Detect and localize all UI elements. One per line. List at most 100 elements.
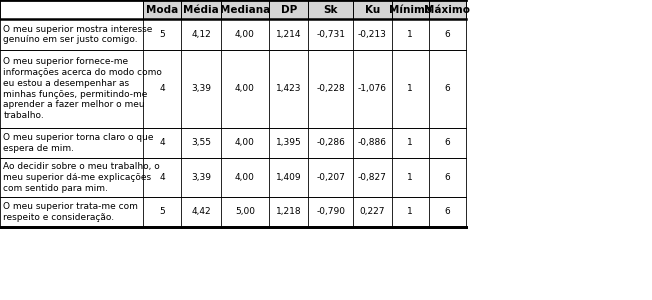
Bar bbox=[220, 158, 269, 197]
Bar bbox=[269, 128, 308, 158]
Bar bbox=[308, 0, 353, 20]
Text: 1,395: 1,395 bbox=[276, 138, 302, 147]
Text: -1,076: -1,076 bbox=[358, 84, 387, 93]
Text: -0,286: -0,286 bbox=[316, 138, 345, 147]
Text: 1: 1 bbox=[408, 173, 413, 182]
Bar bbox=[428, 128, 466, 158]
Text: 5: 5 bbox=[160, 207, 165, 216]
Text: 3,39: 3,39 bbox=[191, 173, 211, 182]
Text: DP: DP bbox=[281, 5, 297, 15]
Text: 4: 4 bbox=[160, 84, 165, 93]
Bar bbox=[392, 158, 428, 197]
Text: 4,00: 4,00 bbox=[235, 138, 255, 147]
Bar bbox=[392, 50, 428, 128]
Bar bbox=[392, 197, 428, 227]
Text: -0,731: -0,731 bbox=[316, 30, 345, 39]
Bar bbox=[353, 128, 392, 158]
Text: 4: 4 bbox=[160, 173, 165, 182]
Text: 4,12: 4,12 bbox=[191, 30, 211, 39]
Bar bbox=[269, 197, 308, 227]
Text: 1,218: 1,218 bbox=[276, 207, 302, 216]
Text: -0,228: -0,228 bbox=[316, 84, 345, 93]
Text: 1,423: 1,423 bbox=[276, 84, 302, 93]
Bar bbox=[143, 50, 181, 128]
Bar bbox=[428, 0, 466, 20]
Bar bbox=[220, 128, 269, 158]
Text: 4,00: 4,00 bbox=[235, 173, 255, 182]
Bar bbox=[308, 197, 353, 227]
Text: Máximo: Máximo bbox=[424, 5, 470, 15]
Text: O meu superior fornece-me
informações acerca do modo como
eu estou a desempenhar: O meu superior fornece-me informações ac… bbox=[3, 57, 162, 120]
Bar bbox=[428, 197, 466, 227]
Bar bbox=[181, 50, 220, 128]
Bar bbox=[353, 197, 392, 227]
Bar bbox=[220, 0, 269, 20]
Text: -0,790: -0,790 bbox=[316, 207, 345, 216]
Text: 4,42: 4,42 bbox=[191, 207, 211, 216]
Bar bbox=[308, 158, 353, 197]
Text: 4,00: 4,00 bbox=[235, 84, 255, 93]
Text: 1,214: 1,214 bbox=[276, 30, 302, 39]
Text: 4: 4 bbox=[160, 138, 165, 147]
Bar bbox=[269, 20, 308, 50]
Text: 6: 6 bbox=[445, 30, 450, 39]
Bar bbox=[353, 158, 392, 197]
Bar bbox=[353, 50, 392, 128]
Bar bbox=[0, 50, 143, 128]
Text: 5: 5 bbox=[160, 30, 165, 39]
Bar bbox=[428, 50, 466, 128]
Bar bbox=[428, 158, 466, 197]
Bar bbox=[308, 50, 353, 128]
Text: 1: 1 bbox=[408, 84, 413, 93]
Bar bbox=[392, 128, 428, 158]
Text: 6: 6 bbox=[445, 173, 450, 182]
Bar bbox=[308, 128, 353, 158]
Text: -0,213: -0,213 bbox=[358, 30, 387, 39]
Text: Mínimo: Mínimo bbox=[389, 5, 432, 15]
Bar bbox=[220, 50, 269, 128]
Bar bbox=[181, 20, 220, 50]
Text: 1,409: 1,409 bbox=[276, 173, 302, 182]
Bar bbox=[0, 197, 143, 227]
Bar bbox=[0, 158, 143, 197]
Text: 3,39: 3,39 bbox=[191, 84, 211, 93]
Text: Média: Média bbox=[183, 5, 219, 15]
Bar bbox=[428, 20, 466, 50]
Text: O meu superior mostra interesse
genuíno em ser justo comigo.: O meu superior mostra interesse genuíno … bbox=[3, 25, 153, 44]
Bar bbox=[269, 0, 308, 20]
Bar bbox=[181, 158, 220, 197]
Bar bbox=[143, 158, 181, 197]
Bar bbox=[392, 20, 428, 50]
Bar bbox=[353, 0, 392, 20]
Text: Ao decidir sobre o meu trabalho, o
meu superior dá-me explicações
com sentido pa: Ao decidir sobre o meu trabalho, o meu s… bbox=[3, 162, 160, 193]
Text: 1: 1 bbox=[408, 30, 413, 39]
Bar bbox=[0, 20, 143, 50]
Text: 4,00: 4,00 bbox=[235, 30, 255, 39]
Bar bbox=[220, 197, 269, 227]
Text: -0,207: -0,207 bbox=[316, 173, 345, 182]
Text: O meu superior trata-me com
respeito e consideração.: O meu superior trata-me com respeito e c… bbox=[3, 202, 138, 222]
Bar bbox=[181, 0, 220, 20]
Bar bbox=[0, 0, 143, 20]
Text: Ku: Ku bbox=[364, 5, 380, 15]
Bar bbox=[0, 128, 143, 158]
Bar bbox=[269, 50, 308, 128]
Bar bbox=[353, 20, 392, 50]
Bar bbox=[181, 197, 220, 227]
Text: O meu superior torna claro o que
espera de mim.: O meu superior torna claro o que espera … bbox=[3, 133, 154, 153]
Text: 6: 6 bbox=[445, 138, 450, 147]
Bar bbox=[220, 20, 269, 50]
Text: -0,886: -0,886 bbox=[358, 138, 387, 147]
Text: Moda: Moda bbox=[146, 5, 179, 15]
Bar bbox=[269, 158, 308, 197]
Text: 3,55: 3,55 bbox=[191, 138, 211, 147]
Text: -0,827: -0,827 bbox=[358, 173, 387, 182]
Bar bbox=[308, 20, 353, 50]
Bar bbox=[392, 0, 428, 20]
Text: 0,227: 0,227 bbox=[359, 207, 385, 216]
Bar bbox=[143, 0, 181, 20]
Bar bbox=[143, 128, 181, 158]
Bar bbox=[143, 20, 181, 50]
Text: 5,00: 5,00 bbox=[235, 207, 255, 216]
Bar bbox=[143, 197, 181, 227]
